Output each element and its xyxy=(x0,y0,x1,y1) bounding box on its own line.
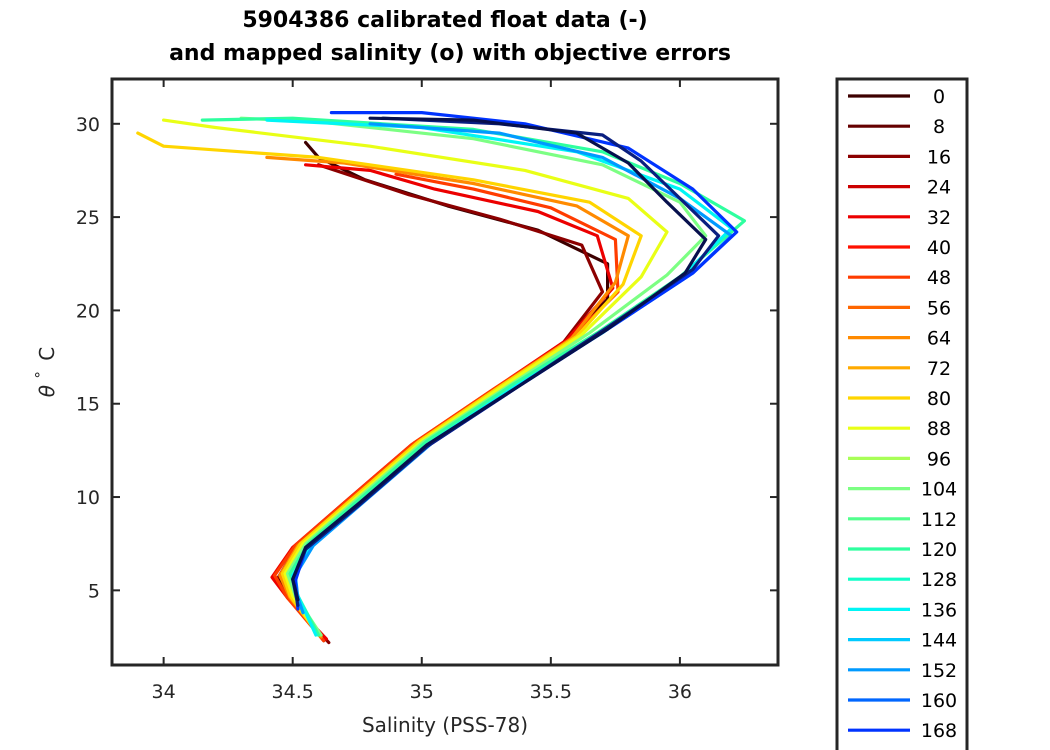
legend-label: 120 xyxy=(921,539,957,561)
legend-label: 16 xyxy=(927,146,951,168)
legend-label: 136 xyxy=(921,599,957,621)
x-tick-label: 34 xyxy=(152,681,176,703)
legend-label: 104 xyxy=(921,479,957,501)
legend-label: 112 xyxy=(921,509,957,531)
chart-title-line-1: 5904386 calibrated float data (-) xyxy=(242,8,647,33)
legend-label: 24 xyxy=(927,177,951,199)
legend: 0 8 16 24 32 40 48 56 64 72 80 88 96 104 112 120 128 136 1… xyxy=(848,86,957,742)
y-tick-label: 5 xyxy=(88,580,100,602)
x-tick-label: 35 xyxy=(410,681,434,703)
y-axis-ticks: 5 10 15 20 25 30 xyxy=(76,114,778,602)
y-tick-label: 10 xyxy=(76,487,100,509)
series-line-6 xyxy=(162,118,669,637)
legend-label: 56 xyxy=(927,297,951,319)
x-tick-label: 35.5 xyxy=(530,681,572,703)
y-axis-label-symbol: θ xyxy=(35,385,59,397)
y-tick-label: 15 xyxy=(76,394,100,416)
legend-label: 144 xyxy=(921,630,957,652)
y-axis-label-unit: C xyxy=(35,347,59,361)
y-axis-label-degree: ° xyxy=(32,371,50,379)
x-tick-label: 36 xyxy=(668,681,692,703)
svg-text:θ ° C: θ ° C xyxy=(27,347,59,397)
legend-label: 64 xyxy=(927,328,951,350)
legend-label: 72 xyxy=(927,358,951,380)
legend-label: 88 xyxy=(927,418,951,440)
legend-label: 8 xyxy=(933,116,945,138)
plot-frame xyxy=(110,77,780,667)
legend-label: 0 xyxy=(933,86,945,108)
plot-area xyxy=(112,79,778,665)
legend-label: 32 xyxy=(927,207,951,229)
chart-title-line-2: and mapped salinity (o) with objective e… xyxy=(169,41,731,66)
legend-label: 160 xyxy=(921,690,957,712)
legend-label: 152 xyxy=(921,660,957,682)
y-tick-label: 20 xyxy=(76,300,100,322)
legend-label: 168 xyxy=(921,720,957,742)
legend-label: 128 xyxy=(921,569,957,591)
y-tick-label: 30 xyxy=(76,114,100,136)
series-line-7 xyxy=(239,116,708,637)
x-axis-ticks: 34 34.5 35 35.5 36 xyxy=(152,79,692,703)
y-axis-label: θ ° C xyxy=(27,347,59,397)
series-line-13 xyxy=(291,116,708,602)
legend-label: 96 xyxy=(927,448,951,470)
x-axis-label: Salinity (PSS-78) xyxy=(362,713,528,737)
legend-label: 48 xyxy=(927,267,951,289)
legend-label: 80 xyxy=(927,388,951,410)
series-layer xyxy=(136,111,746,645)
legend-label: 40 xyxy=(927,237,951,259)
y-tick-label: 25 xyxy=(76,207,100,229)
x-tick-label: 34.5 xyxy=(272,681,314,703)
